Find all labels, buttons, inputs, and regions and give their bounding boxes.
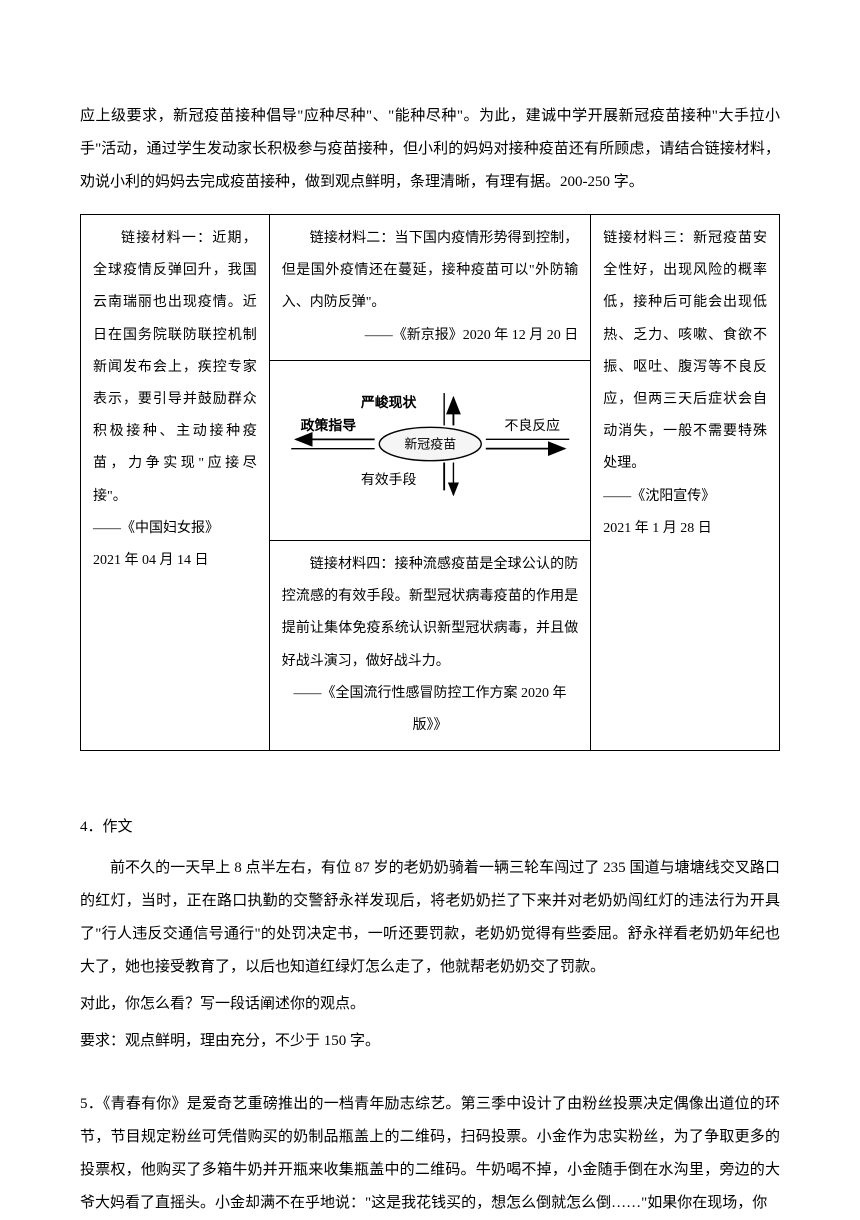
- diagram-cell: 新冠疫苗 严峻现状 有效手段 政策指导 不良反应: [269, 360, 591, 540]
- material-1-source: ——《中国妇女报》: [93, 513, 257, 545]
- vaccine-diagram: 新冠疫苗 严峻现状 有效手段 政策指导 不良反应: [282, 369, 579, 519]
- q4-p3: 要求：观点鲜明，理由充分，不少于 150 字。: [80, 1025, 780, 1058]
- material-4-source: ——《全国流行性感冒防控工作方案 2020 年版》》: [282, 678, 579, 742]
- q5-text: 5．《青春有你》是爱奇艺重磅推出的一档青年励志综艺。第三季中设计了由粉丝投票决定…: [80, 1088, 780, 1220]
- question-4: 4．作文 前不久的一天早上 8 点半左右，有位 87 岁的老奶奶骑着一辆三轮车闯…: [80, 811, 780, 1058]
- material-4-text: 链接材料四：接种流感疫苗是全球公认的防控流感的有效手段。新型冠状病毒疫苗的作用是…: [282, 549, 579, 678]
- diagram-right-label: 不良反应: [504, 417, 560, 434]
- material-3-source: ——《沈阳宣传》: [603, 481, 767, 513]
- diagram-center-label: 新冠疫苗: [404, 436, 456, 451]
- material-4-cell: 链接材料四：接种流感疫苗是全球公认的防控流感的有效手段。新型冠状病毒疫苗的作用是…: [269, 540, 591, 750]
- materials-table: 链接材料一：近期，全球疫情反弹回升，我国云南瑞丽也出现疫情。近日在国务院联防联控…: [80, 214, 780, 751]
- material-3-date: 2021 年 1 月 28 日: [603, 513, 767, 545]
- diagram-left-label: 政策指导: [300, 417, 356, 434]
- q4-p1: 前不久的一天早上 8 点半左右，有位 87 岁的老奶奶骑着一辆三轮车闯过了 23…: [80, 852, 780, 984]
- intro-paragraph: 应上级要求，新冠疫苗接种倡导"应种尽种"、"能种尽种"。为此，建诚中学开展新冠疫…: [80, 100, 780, 199]
- material-3-cell: 链接材料三：新冠疫苗安全性好，出现风险的概率低，接种后可能会出现低热、乏力、咳嗽…: [591, 215, 780, 751]
- material-1-date: 2021 年 04 月 14 日: [93, 545, 257, 577]
- q4-p2: 对此，你怎么看？写一段话阐述你的观点。: [80, 988, 780, 1021]
- material-2-text: 链接材料二：当下国内疫情形势得到控制，但是国外疫情还在蔓延，接种疫苗可以"外防输…: [282, 223, 579, 320]
- diagram-top-label: 严峻现状: [360, 394, 417, 411]
- material-1-cell: 链接材料一：近期，全球疫情反弹回升，我国云南瑞丽也出现疫情。近日在国务院联防联控…: [81, 215, 270, 751]
- material-2-source: ——《新京报》2020 年 12 月 20 日: [282, 320, 579, 352]
- material-2-cell: 链接材料二：当下国内疫情形势得到控制，但是国外疫情还在蔓延，接种疫苗可以"外防输…: [269, 215, 591, 361]
- q4-number: 4．作文: [80, 811, 780, 844]
- question-5: 5．《青春有你》是爱奇艺重磅推出的一档青年励志综艺。第三季中设计了由粉丝投票决定…: [80, 1088, 780, 1220]
- material-3-text: 链接材料三：新冠疫苗安全性好，出现风险的概率低，接种后可能会出现低热、乏力、咳嗽…: [603, 223, 767, 481]
- diagram-bottom-label: 有效手段: [361, 472, 417, 488]
- material-1-text: 链接材料一：近期，全球疫情反弹回升，我国云南瑞丽也出现疫情。近日在国务院联防联控…: [93, 223, 257, 513]
